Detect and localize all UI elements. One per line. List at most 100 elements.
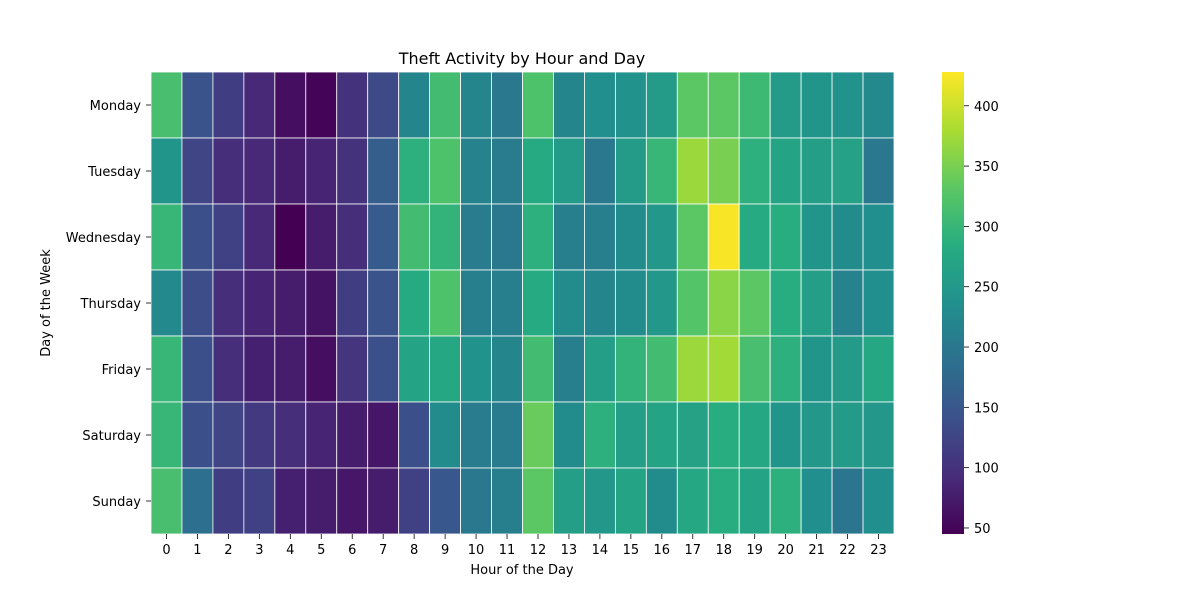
colorbar-ticks: 50 100 150 200 250 300 350 400 bbox=[964, 100, 999, 537]
y-tick-label: Friday bbox=[102, 363, 142, 378]
colorbar-tick-label: 100 bbox=[974, 462, 999, 477]
heatmap-cell bbox=[429, 269, 461, 337]
heatmap-cell bbox=[738, 203, 771, 271]
heatmap-cell bbox=[336, 401, 369, 469]
y-tick-label: Sunday bbox=[92, 495, 141, 510]
heatmap-cell bbox=[150, 401, 183, 469]
heatmap-cell bbox=[398, 401, 431, 469]
heatmap-cell bbox=[274, 467, 307, 535]
heatmap-cell bbox=[429, 335, 461, 403]
heatmap-cell bbox=[584, 137, 616, 205]
heatmap-cell bbox=[212, 203, 245, 271]
heatmap-cell bbox=[553, 71, 585, 139]
x-tick-label: 18 bbox=[715, 543, 732, 558]
heatmap-cell bbox=[274, 137, 307, 205]
heatmap-cell bbox=[491, 467, 523, 535]
heatmap-cell bbox=[212, 335, 245, 403]
heatmap-cell bbox=[305, 203, 338, 271]
x-tick-label: 19 bbox=[746, 543, 763, 558]
heatmap-cell bbox=[150, 335, 183, 403]
heatmap-cell bbox=[862, 335, 895, 403]
heatmap-cell bbox=[336, 269, 369, 337]
x-tick-label: 22 bbox=[839, 543, 856, 558]
heatmap-cell bbox=[584, 203, 616, 271]
colorbar-tick-label: 300 bbox=[974, 220, 999, 235]
heatmap-cell bbox=[429, 401, 461, 469]
heatmap-cell bbox=[274, 335, 307, 403]
heatmap-cell bbox=[336, 203, 369, 271]
heatmap-cell bbox=[800, 71, 833, 139]
heatmap-cell bbox=[491, 269, 523, 337]
heatmap-cell bbox=[522, 269, 554, 337]
heatmap-cell bbox=[274, 269, 307, 337]
heatmap-cell bbox=[181, 137, 214, 205]
heatmap-cell bbox=[707, 71, 740, 139]
heatmap-cell bbox=[522, 71, 554, 139]
heatmap-cell bbox=[862, 269, 895, 337]
y-tick-label: Saturday bbox=[82, 429, 141, 444]
heatmap-cell bbox=[429, 71, 461, 139]
heatmap-cell bbox=[181, 71, 214, 139]
heatmap-cell bbox=[676, 203, 709, 271]
heatmap-cell bbox=[707, 137, 740, 205]
heatmap-cell bbox=[831, 401, 864, 469]
x-tick-label: 4 bbox=[286, 543, 294, 558]
y-axis: Monday Tuesday Wednesday Thursday Friday Satu… bbox=[66, 99, 151, 510]
heatmap-cell bbox=[831, 71, 864, 139]
x-axis-label: Hour of the Day bbox=[470, 563, 574, 578]
colorbar: 50 100 150 200 250 300 350 400 bbox=[942, 72, 999, 537]
heatmap-cell bbox=[367, 137, 400, 205]
x-tick-label: 11 bbox=[499, 543, 516, 558]
heatmap-cell bbox=[645, 269, 678, 337]
heatmap-cell bbox=[553, 137, 585, 205]
heatmap-cell bbox=[584, 269, 616, 337]
heatmap-cell bbox=[212, 269, 245, 337]
heatmap-cell bbox=[460, 335, 492, 403]
heatmap-cell bbox=[676, 71, 709, 139]
heatmap-cell bbox=[645, 467, 678, 535]
heatmap-cell bbox=[800, 269, 833, 337]
heatmap-cell bbox=[584, 401, 616, 469]
heatmap-cell bbox=[738, 137, 771, 205]
heatmap-cell bbox=[553, 203, 585, 271]
heatmap-cell bbox=[305, 467, 338, 535]
heatmap-cell bbox=[398, 71, 431, 139]
heatmap-cell bbox=[831, 137, 864, 205]
y-tick-label: Thursday bbox=[80, 297, 142, 312]
heatmap-cell bbox=[800, 401, 833, 469]
heatmap-cell bbox=[614, 269, 647, 337]
heatmap-cell bbox=[336, 137, 369, 205]
heatmap-cell bbox=[584, 467, 616, 535]
x-tick-label: 21 bbox=[808, 543, 825, 558]
x-tick-label: 14 bbox=[592, 543, 609, 558]
heatmap-cell bbox=[614, 137, 647, 205]
heatmap-cell bbox=[305, 401, 338, 469]
y-axis-label: Day of the Week bbox=[39, 249, 54, 357]
colorbar-tick-label: 400 bbox=[974, 100, 999, 115]
heatmap-cell bbox=[800, 203, 833, 271]
colorbar-tick-label: 50 bbox=[974, 522, 991, 537]
heatmap-cell bbox=[243, 203, 276, 271]
heatmap-cell bbox=[769, 203, 802, 271]
heatmap-cells bbox=[150, 71, 895, 535]
heatmap-cell bbox=[645, 335, 678, 403]
heatmap-cell bbox=[460, 269, 492, 337]
heatmap-cell bbox=[614, 203, 647, 271]
heatmap-cell bbox=[862, 71, 895, 139]
heatmap-cell bbox=[645, 137, 678, 205]
heatmap-cell bbox=[150, 71, 183, 139]
heatmap-cell bbox=[831, 467, 864, 535]
heatmap-cell bbox=[738, 467, 771, 535]
heatmap-cell bbox=[769, 467, 802, 535]
heatmap-cell bbox=[212, 401, 245, 469]
heatmap-cell bbox=[645, 203, 678, 271]
heatmap-cell bbox=[336, 335, 369, 403]
heatmap-cell bbox=[181, 401, 214, 469]
heatmap-cell bbox=[862, 401, 895, 469]
heatmap-cell bbox=[522, 137, 554, 205]
heatmap-cell bbox=[429, 203, 461, 271]
x-tick-label: 3 bbox=[255, 543, 263, 558]
colorbar-tick-label: 250 bbox=[974, 281, 999, 296]
